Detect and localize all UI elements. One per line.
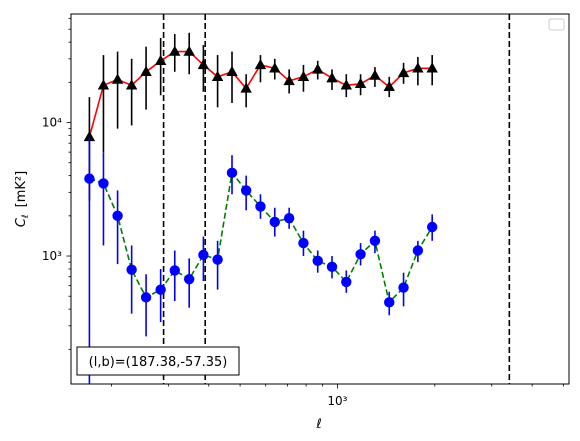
series-1-marker [125, 79, 138, 90]
series-1-marker [211, 70, 224, 82]
series-1-marker [312, 63, 324, 74]
annotation-text: (l,b)=(187.38,-57.35) [89, 355, 228, 370]
y-axis-label-symbol: C [14, 217, 29, 227]
series-2-marker [198, 249, 209, 261]
legend-box [548, 18, 565, 31]
y-tick-label: 10³ [42, 249, 62, 263]
x-tick-label: 10³ [327, 394, 347, 408]
series-2-marker [426, 221, 438, 233]
series-2-marker [155, 284, 166, 295]
series-2-marker [283, 213, 295, 224]
plot-frame [70, 13, 570, 385]
series-2-marker [183, 274, 195, 285]
series-2-marker [240, 185, 252, 196]
series-1-marker [97, 79, 110, 90]
series-2-marker [269, 216, 280, 228]
series-1-marker [183, 45, 195, 56]
series-1-marker [226, 65, 238, 76]
series-1-marker [426, 62, 438, 73]
series-1-marker [169, 45, 181, 56]
series-1-marker [254, 58, 267, 70]
y-axis-label: Cℓ [mK²] [14, 171, 31, 227]
y-axis-label-unit: [mK²] [14, 171, 29, 208]
axes: 10³ 10⁴ 10³ [42, 18, 564, 408]
series-1-marker [269, 62, 281, 73]
series-1-marker [354, 77, 367, 89]
x-axis-label: ℓ [315, 417, 321, 432]
series-2-marker [384, 297, 395, 308]
series-1-marker [383, 80, 395, 92]
series-1-marker [369, 69, 381, 80]
series-2-line [89, 170, 433, 304]
series-2-marker [84, 173, 95, 184]
y-tick-label: 10⁴ [42, 116, 62, 130]
series-1-marker [154, 54, 167, 65]
series-2-marker [355, 249, 366, 260]
series-2-marker [341, 276, 352, 288]
series-1-marker [340, 79, 352, 90]
annotation-box: (l,b)=(187.38,-57.35) [76, 346, 240, 376]
series-1-marker [283, 74, 295, 86]
series-2-marker [255, 201, 266, 212]
series-2-marker [398, 282, 409, 293]
series-2-marker [298, 237, 309, 249]
series-1-marker [412, 62, 424, 73]
series-2-marker [326, 261, 338, 273]
series-1-marker [326, 72, 338, 83]
series-1-marker [111, 73, 124, 84]
series-2-marker [212, 254, 223, 265]
series-2-marker [169, 265, 180, 276]
series-1-marker [297, 70, 310, 82]
series-1-marker [197, 58, 210, 70]
y-axis-label-subscript: ℓ [21, 214, 31, 219]
series-2-marker [312, 255, 323, 267]
plot-area [83, 14, 511, 384]
series-1-marker [140, 65, 152, 76]
series-2-marker [412, 245, 424, 256]
series-1-marker [240, 82, 252, 93]
series-2-marker [98, 178, 109, 189]
series-1-marker [83, 130, 96, 142]
series-2-marker [226, 167, 238, 179]
series-2-marker [369, 235, 381, 247]
series-1-marker [397, 66, 410, 78]
series-2-marker [126, 264, 137, 275]
series-2-marker [140, 292, 152, 303]
series-2-marker [112, 210, 123, 222]
